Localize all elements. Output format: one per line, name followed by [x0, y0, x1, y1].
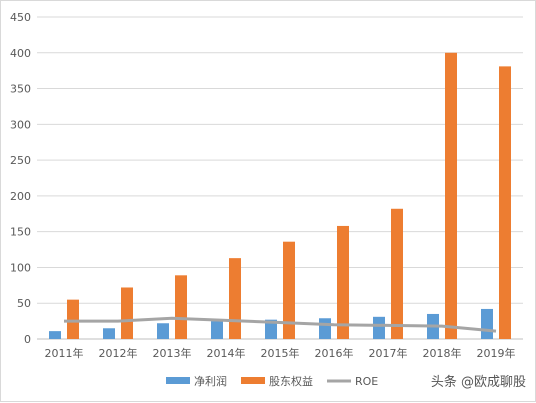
x-tick-label: 2011年 [45, 346, 84, 360]
bar-net-profit [319, 318, 331, 339]
bar-equity [67, 300, 79, 339]
legend-label: 净利润 [194, 374, 227, 388]
y-tick-label: 150 [10, 226, 31, 239]
y-tick-label: 300 [10, 118, 31, 131]
bar-net-profit [49, 331, 61, 339]
x-tick-label: 2016年 [315, 346, 354, 360]
x-tick-label: 2018年 [423, 346, 462, 360]
x-tick-label: 2013年 [153, 346, 192, 360]
bar-equity [229, 258, 241, 339]
bar-net-profit [211, 321, 223, 339]
bar-net-profit [157, 323, 169, 339]
y-tick-label: 400 [10, 47, 31, 60]
watermark-text: 头条 @欧成聊股 [431, 371, 526, 390]
legend-swatch [166, 377, 190, 384]
x-tick-label: 2014年 [207, 346, 246, 360]
legend-label: 股东权益 [269, 374, 313, 388]
y-tick-label: 0 [24, 333, 31, 346]
y-tick-label: 450 [10, 11, 31, 24]
bar-equity [391, 209, 403, 339]
x-tick-label: 2017年 [369, 346, 408, 360]
bar-equity [121, 287, 133, 339]
y-tick-label: 350 [10, 83, 31, 96]
x-tick-label: 2015年 [261, 346, 300, 360]
legend-swatch [241, 377, 265, 384]
y-tick-label: 200 [10, 190, 31, 203]
bar-equity [445, 53, 457, 339]
x-tick-label: 2012年 [99, 346, 138, 360]
bar-equity [175, 275, 187, 339]
bar-equity [499, 66, 511, 339]
bar-equity [337, 226, 349, 339]
bar-net-profit [373, 317, 385, 339]
y-tick-label: 100 [10, 261, 31, 274]
legend-label: ROE [355, 375, 378, 388]
bar-net-profit [103, 328, 115, 339]
y-tick-label: 250 [10, 154, 31, 167]
bar-net-profit [481, 309, 493, 339]
x-tick-label: 2019年 [477, 346, 516, 360]
y-tick-label: 50 [17, 297, 31, 310]
